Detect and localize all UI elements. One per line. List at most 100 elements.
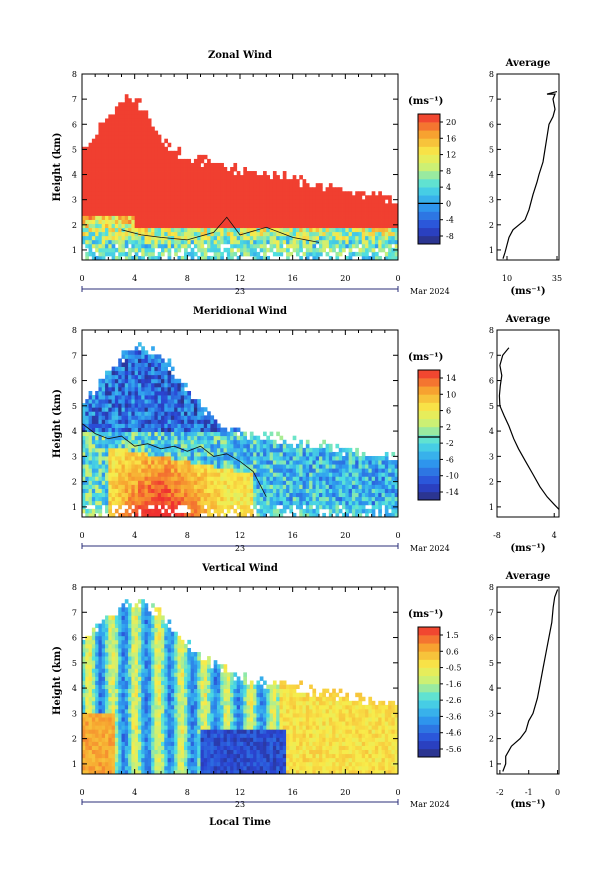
heatmap-cell [210,240,214,244]
heatmap-cell [283,240,287,244]
heatmap-cell [145,403,149,407]
heatmap-cell [309,509,313,513]
heatmap-cell [276,240,280,244]
heatmap-cell [95,505,99,509]
heatmap-cell [352,199,356,203]
heatmap-cell [250,199,254,203]
heatmap-cell [207,415,211,419]
heatmap-cell [122,191,126,195]
heatmap-cell [365,220,369,224]
heatmap-cell [388,505,392,509]
heatmap-cell [250,501,254,505]
heatmap-cell [312,448,316,452]
heatmap-cell [128,191,132,195]
heatmap-cell [187,480,191,484]
heatmap-cell [168,436,172,440]
heatmap-cell [240,444,244,448]
heatmap-cell [253,236,257,240]
heatmap-cell [332,236,336,240]
heatmap-cell [253,199,257,203]
heatmap-cell [359,456,363,460]
heatmap-cell [131,407,135,411]
heatmap-cell [112,464,116,468]
heatmap-cell [122,395,126,399]
heatmap-cell [158,220,162,224]
heatmap-cell [171,159,175,163]
heatmap-cell [227,468,231,472]
heatmap-cell [342,240,346,244]
heatmap-cell [217,252,221,256]
heatmap-cell [141,436,145,440]
heatmap-cell [95,179,99,183]
heatmap-cell [95,139,99,143]
heatmap-cell [122,187,126,191]
heatmap-cell [355,480,359,484]
colorbar-label: -8 [446,232,454,241]
heatmap-cell [131,191,135,195]
heatmap-cell [273,444,277,448]
heatmap-cell [118,411,122,415]
heatmap-cell [388,240,392,244]
heatmap-cell [141,248,145,252]
heatmap-cell [240,183,244,187]
heatmap-cell [122,127,126,131]
heatmap-cell [89,167,93,171]
heatmap-cell [204,452,208,456]
heatmap-cell [299,203,303,207]
heatmap-cell [177,419,181,423]
heatmap-cell [177,472,181,476]
heatmap-cell [224,236,228,240]
heatmap-cell [385,484,389,488]
heatmap-cell [112,456,116,460]
heatmap-cell [168,232,172,236]
heatmap-cell [112,493,116,497]
heatmap-cell [319,207,323,211]
heatmap-cell [319,244,323,248]
heatmap-cell [85,668,89,672]
heatmap-cell [122,248,126,252]
heatmap-cell [108,240,112,244]
heatmap-cell [191,505,195,509]
heatmap-cell [177,159,181,163]
heatmap-cell [168,493,172,497]
heatmap-cell [125,139,129,143]
heatmap-cell [112,199,116,203]
heatmap-cell [250,248,254,252]
heatmap-cell [138,436,142,440]
heatmap-cell [237,179,241,183]
heatmap-cell [98,207,102,211]
heatmap-cell [201,191,205,195]
heatmap-cell [299,493,303,497]
heatmap-cell [283,505,287,509]
heatmap-cell [207,468,211,472]
heatmap-cell [161,163,165,167]
heatmap-cell [122,171,126,175]
heatmap-cell [296,240,300,244]
heatmap-cell [217,444,221,448]
heatmap-cell [148,363,152,367]
heatmap-cell [256,187,260,191]
heatmap-cell [184,407,188,411]
heatmap-cell [280,191,284,195]
heatmap-cell [168,505,172,509]
heatmap-cell [256,236,260,240]
heatmap-cell [171,183,175,187]
heatmap-cell [391,220,395,224]
heatmap-cell [115,501,119,505]
heatmap-cell [306,505,310,509]
heatmap-cell [191,211,195,215]
heatmap-cell [112,248,116,252]
heatmap-cell [145,155,149,159]
heatmap-cell [263,476,267,480]
heatmap-cell [270,468,274,472]
heatmap-cell [342,460,346,464]
x-tick-label: 0 [79,274,84,283]
heatmap-cell [95,493,99,497]
heatmap-cell [108,472,112,476]
heatmap-cell [322,476,326,480]
heatmap-cell [148,411,152,415]
heatmap-cell [181,383,185,387]
heatmap-cell [312,452,316,456]
heatmap-cell [362,199,366,203]
heatmap-cell [115,183,119,187]
